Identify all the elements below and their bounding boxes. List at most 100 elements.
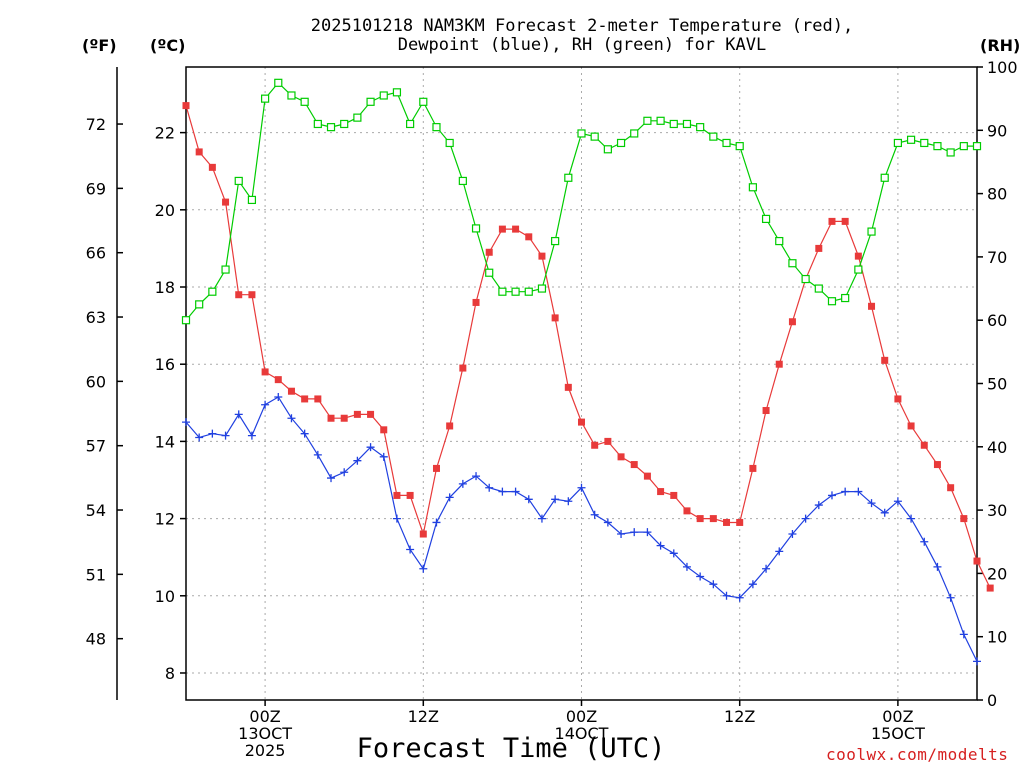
dewpoint-point	[920, 537, 929, 546]
rh-point	[300, 97, 309, 106]
grid	[186, 67, 977, 700]
2-meter-temperature-point	[868, 302, 876, 310]
2-meter-temperature-point	[960, 515, 968, 523]
fahrenheit-tick-label: 63	[86, 308, 106, 327]
dewpoint-point	[696, 572, 705, 581]
fahrenheit-tick-label: 54	[86, 501, 106, 520]
dewpoint-point	[551, 495, 560, 504]
rh-point	[419, 97, 428, 106]
2-meter-temperature-point	[841, 217, 849, 225]
2-meter-temperature-point	[261, 368, 269, 376]
dewpoint-point	[485, 483, 494, 492]
celsius-tick-label: 14	[155, 432, 175, 451]
dewpoint-point	[893, 497, 902, 506]
rh-point	[208, 287, 217, 296]
dewpoint-point	[221, 431, 230, 440]
2-meter-temperature-point	[736, 518, 744, 526]
2-meter-temperature-point	[762, 407, 770, 415]
rh-point	[485, 268, 494, 277]
rh-point	[340, 119, 349, 129]
rh-point	[590, 132, 599, 141]
rh-tick-label: 30	[987, 501, 1007, 520]
2-meter-temperature-point	[419, 530, 427, 538]
x-tick-label: 00Z	[249, 707, 280, 726]
dewpoint-point	[234, 410, 243, 419]
plot-frame	[185, 66, 978, 701]
2-meter-temperature-point	[340, 414, 348, 422]
dewpoint-point	[643, 528, 652, 537]
2-meter-temperature-point	[630, 461, 638, 469]
dewpoint-point	[274, 393, 283, 402]
rh-point	[326, 123, 336, 132]
rh-point	[498, 287, 507, 296]
dewpoint-point	[261, 400, 270, 409]
dewpoint-point	[340, 468, 349, 477]
x-axis-title: Forecast Time (UTC)	[356, 733, 666, 764]
rh-tick-label: 20	[987, 564, 1007, 583]
fahrenheit-tick-label: 69	[86, 179, 106, 198]
2-meter-temperature-point	[709, 515, 717, 523]
dewpoint-point	[287, 414, 296, 423]
dewpoint-point	[762, 564, 771, 573]
dewpoint-point	[313, 450, 322, 459]
dewpoint-point	[577, 483, 586, 492]
rh-point	[761, 214, 771, 224]
2-meter-temperature-point	[564, 383, 572, 391]
dewpoint-point	[801, 514, 810, 523]
dewpoint-point	[735, 593, 744, 602]
2-meter-temperature-point	[828, 217, 836, 225]
rh-point	[656, 116, 665, 125]
dewpoint-point	[827, 491, 836, 500]
fahrenheit-tick-label: 60	[86, 372, 106, 391]
rh-tick-label: 50	[987, 375, 1007, 394]
2-meter-temperature-point	[235, 291, 243, 299]
2-meter-temperature-point	[894, 395, 902, 403]
rh-point	[445, 138, 454, 148]
fahrenheit-tick-label: 48	[86, 630, 106, 649]
dewpoint-point	[933, 562, 942, 571]
rh-point	[181, 316, 191, 325]
dewpoint-point	[959, 630, 968, 639]
rh-point	[261, 94, 270, 103]
rh-point	[379, 91, 388, 100]
dewpoint-point	[247, 431, 256, 440]
dewpoint-point	[537, 514, 546, 523]
x-tick-label: 00Z	[566, 707, 597, 726]
dewpoint-point	[841, 487, 850, 496]
2-meter-temperature-point	[208, 163, 216, 171]
rh-point	[959, 142, 968, 151]
rh-point	[406, 119, 415, 129]
dewpoint-point	[946, 593, 955, 602]
fahrenheit-tick-label: 66	[86, 244, 106, 263]
2-meter-temperature-point	[591, 441, 599, 449]
dewpoint-point	[867, 499, 876, 508]
2-meter-temperature-point	[643, 472, 651, 480]
2-meter-temperature-point	[973, 557, 981, 565]
x-tick-label: 13OCT	[238, 724, 292, 743]
dewpoint-point	[748, 580, 757, 589]
rh-point	[511, 287, 520, 296]
2-meter-temperature-point	[670, 491, 678, 499]
x-tick-label: 14OCT	[555, 724, 609, 743]
dewpoint-point	[406, 545, 415, 554]
dewpoint-point	[366, 443, 375, 452]
2-meter-temperature-point	[881, 356, 889, 364]
rh-point	[643, 116, 652, 125]
2-meter-temperature-point	[498, 225, 506, 233]
dewpoint-point	[564, 497, 573, 506]
2-meter-temperature-line	[185, 105, 991, 589]
dewpoint-point	[432, 518, 441, 527]
celsius-unit-label: (ºC)	[150, 36, 186, 55]
2-meter-temperature-point	[301, 395, 309, 403]
rh-point	[524, 287, 533, 296]
rh-point	[972, 142, 982, 151]
dewpoint-point	[419, 564, 428, 573]
dewpoint-point	[603, 518, 612, 527]
2-meter-temperature-point	[195, 148, 203, 156]
2-meter-temperature-point	[788, 318, 796, 326]
2-meter-temperature-point	[222, 198, 230, 206]
rh-tick-label: 0	[987, 691, 997, 710]
rh-point	[814, 284, 823, 293]
rh-point	[933, 142, 942, 151]
rh-point	[920, 138, 929, 148]
